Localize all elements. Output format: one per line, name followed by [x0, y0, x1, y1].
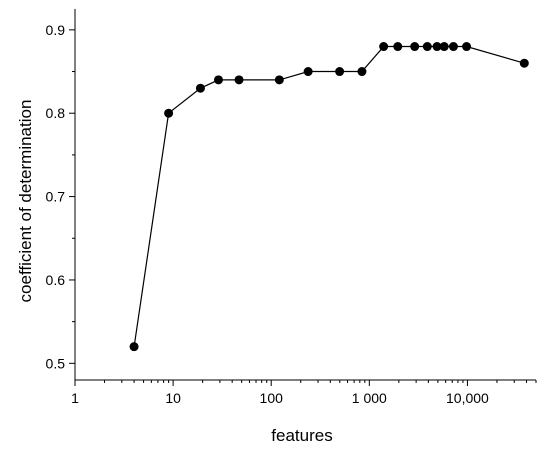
data-point — [432, 42, 442, 52]
y-tick-label: 0.5 — [46, 355, 66, 371]
data-point — [439, 42, 449, 52]
data-point — [164, 108, 174, 118]
x-tick-label: 10 — [165, 390, 181, 406]
series-group — [129, 42, 529, 352]
data-point — [234, 75, 244, 85]
series-line — [133, 45, 525, 347]
y-tick-label: 0.9 — [46, 22, 66, 38]
x-axis-title: features — [271, 426, 332, 445]
data-point — [462, 42, 472, 52]
x-tick-label: 10,000 — [446, 390, 489, 406]
data-point — [335, 67, 345, 77]
x-tick-label: 1 — [71, 390, 79, 406]
data-point — [379, 42, 389, 52]
data-point — [448, 42, 458, 52]
data-point — [519, 58, 529, 68]
data-point — [213, 75, 223, 85]
y-axis-title: coefficient of determination — [16, 100, 35, 303]
data-point — [357, 67, 367, 77]
data-point — [422, 42, 432, 52]
y-tick-label: 0.8 — [46, 105, 66, 121]
data-point — [274, 75, 284, 85]
data-point — [410, 42, 420, 52]
data-point — [393, 42, 403, 52]
x-tick-label: 1 000 — [352, 390, 387, 406]
y-tick-label: 0.7 — [46, 189, 66, 205]
y-tick-label: 0.6 — [46, 272, 66, 288]
x-tick-label: 100 — [260, 390, 284, 406]
axis-ticks: 1 10 100 1 000 10,000 0.5 0.6 0.7 0.8 0.9 — [46, 22, 537, 406]
axes — [74, 9, 536, 381]
data-point — [303, 67, 313, 77]
data-point — [129, 342, 139, 352]
data-point — [195, 83, 205, 93]
